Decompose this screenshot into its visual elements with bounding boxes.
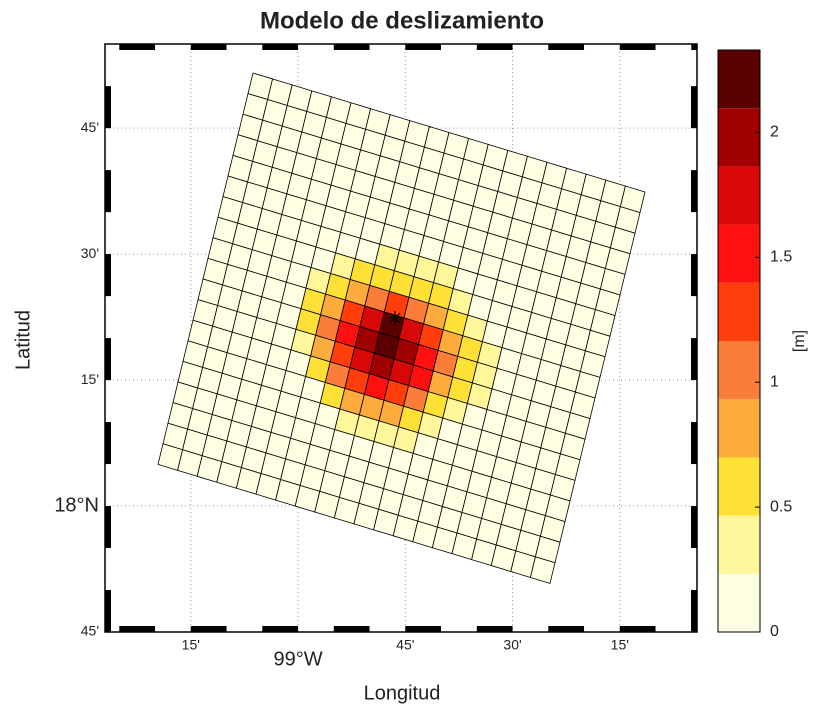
x-tick-label: 15' xyxy=(611,637,629,653)
frame-bar xyxy=(691,506,697,549)
frame-bar xyxy=(105,338,111,381)
frame-bar xyxy=(691,44,697,50)
x-tick-label: 30' xyxy=(503,637,521,653)
frame-bar xyxy=(190,626,227,632)
x-tick-label: 99°W xyxy=(273,648,322,670)
frame-bar xyxy=(105,506,111,549)
slip-cell xyxy=(529,556,556,584)
y-tick-label: 45' xyxy=(81,623,99,639)
frame-bar xyxy=(262,44,299,50)
colorbar-tick-label: 1.5 xyxy=(770,249,792,266)
frame-bar xyxy=(119,626,156,632)
x-axis-label: Longitud xyxy=(364,682,441,704)
frame-bar xyxy=(619,626,656,632)
frame-bar xyxy=(405,44,442,50)
frame-bar xyxy=(691,590,697,632)
frame-bar xyxy=(262,626,299,632)
colorbar-tick-label: 2 xyxy=(770,124,779,141)
colorbar-band xyxy=(718,282,760,341)
y-tick-label: 30' xyxy=(81,245,99,261)
frame-bar xyxy=(105,254,111,297)
frame-bar xyxy=(105,170,111,213)
colorbar-band xyxy=(718,399,760,458)
map-frame xyxy=(104,43,698,633)
colorbar-band xyxy=(718,457,760,516)
frame-bar xyxy=(691,338,697,381)
y-tick-label: 15' xyxy=(81,371,99,387)
colorbar-band xyxy=(718,224,760,283)
colorbar-band xyxy=(718,166,760,225)
frame-bar xyxy=(548,44,585,50)
colorbar-band xyxy=(718,50,760,109)
colorbar-band xyxy=(718,515,760,574)
colorbar-tick-label: 0.5 xyxy=(770,498,792,515)
x-tick-label: 15' xyxy=(182,637,200,653)
frame-bar xyxy=(691,254,697,297)
frame-bar xyxy=(190,44,227,50)
frame-bar xyxy=(333,44,370,50)
y-tick-label: 45' xyxy=(81,119,99,135)
frame-bar xyxy=(691,422,697,465)
frame-bar xyxy=(691,170,697,213)
x-tick-label: 45' xyxy=(396,637,414,653)
colorbar-frame xyxy=(717,49,761,633)
colorbar-tick-label: 1 xyxy=(770,373,779,390)
frame-bar xyxy=(333,626,370,632)
frame-bar xyxy=(405,626,442,632)
colorbar-band xyxy=(718,341,760,400)
frame-bar xyxy=(691,86,697,129)
frame-bar xyxy=(619,44,656,50)
frame-bar xyxy=(105,422,111,465)
frame-bar xyxy=(548,626,585,632)
colorbar-band xyxy=(718,573,760,632)
colorbar-band xyxy=(718,108,760,167)
frame-bar xyxy=(476,44,513,50)
epicenter-star xyxy=(389,312,401,324)
frame-bar xyxy=(119,44,156,50)
frame-bar xyxy=(105,86,111,129)
y-tick-label: 18°N xyxy=(54,494,99,516)
chart-title: Modelo de deslizamiento xyxy=(260,7,544,34)
frame-bar xyxy=(476,626,513,632)
colorbar-label: [m] xyxy=(791,330,808,352)
frame-bar xyxy=(105,590,111,632)
colorbar-tick-label: 0 xyxy=(770,623,779,640)
y-axis-label: Latitud xyxy=(12,310,34,370)
